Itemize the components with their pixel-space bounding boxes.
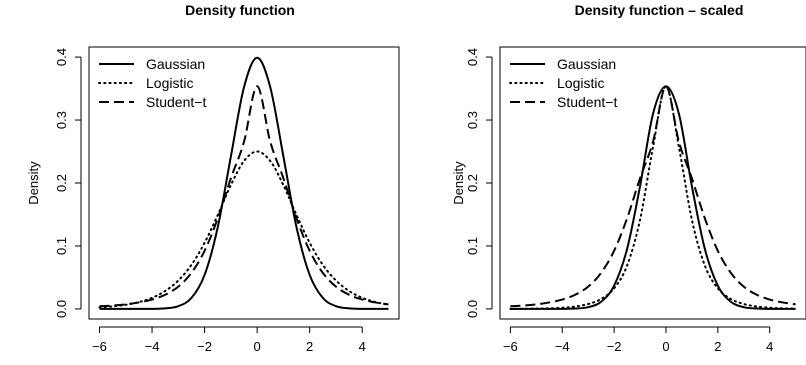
x-tick-label: −6 [503, 339, 518, 354]
chart-title: Density function [185, 2, 295, 18]
y-axis-label: Density [26, 161, 41, 205]
legend-label: Logistic [146, 75, 193, 91]
y-tick-label: 0.4 [54, 48, 69, 66]
series-line-student-t [510, 85, 796, 308]
legend-label: Student−t [146, 94, 206, 110]
y-tick-label: 0.0 [54, 300, 69, 318]
y-tick-label: 0.2 [465, 174, 480, 192]
series-line-gaussian [510, 85, 796, 310]
y-tick-label: 0.3 [465, 111, 480, 129]
legend-label: Logistic [557, 75, 604, 91]
x-tick-label: −2 [197, 339, 212, 354]
x-tick-label: 2 [306, 339, 313, 354]
legend-label: Gaussian [557, 56, 616, 72]
series-line-logistic [98, 150, 390, 309]
legend: Gaussian Logistic Student−t [98, 56, 206, 110]
series-line-student-t [99, 85, 389, 308]
legend-label: Student−t [557, 94, 617, 110]
y-tick-label: 0.4 [465, 48, 480, 66]
y-tick-label: 0.2 [54, 174, 69, 192]
series-line-logistic [509, 85, 797, 310]
x-tick-label: 0 [254, 339, 261, 354]
x-tick-label: 2 [714, 339, 721, 354]
y-tick-label: 0.1 [54, 237, 69, 255]
x-tick-label: 4 [766, 339, 773, 354]
series-line-gaussian [99, 56, 389, 310]
x-tick-label: −6 [92, 339, 107, 354]
y-tick-label: 0.1 [465, 237, 480, 255]
chart-title: Density function – scaled [575, 2, 744, 18]
x-tick-label: 4 [359, 339, 366, 354]
plot-frame [88, 46, 400, 320]
legend-label: Gaussian [146, 56, 205, 72]
x-tick-label: −4 [555, 339, 570, 354]
y-tick-label: 0.0 [465, 300, 480, 318]
chart-panel-right: Density function – scaled Density 0.0 0.1 0.… [451, 2, 806, 354]
plot-frame [499, 46, 806, 320]
chart-panel-left: Density function Density 0.0 0.1 0.2 0.3 0.4 −6… [26, 2, 400, 354]
x-tick-label: −2 [607, 339, 622, 354]
legend: Gaussian Logistic Student−t [509, 56, 617, 110]
x-tick-label: 0 [662, 339, 669, 354]
y-axis-label: Density [451, 161, 466, 205]
x-tick-label: −4 [145, 339, 160, 354]
y-tick-label: 0.3 [54, 111, 69, 129]
